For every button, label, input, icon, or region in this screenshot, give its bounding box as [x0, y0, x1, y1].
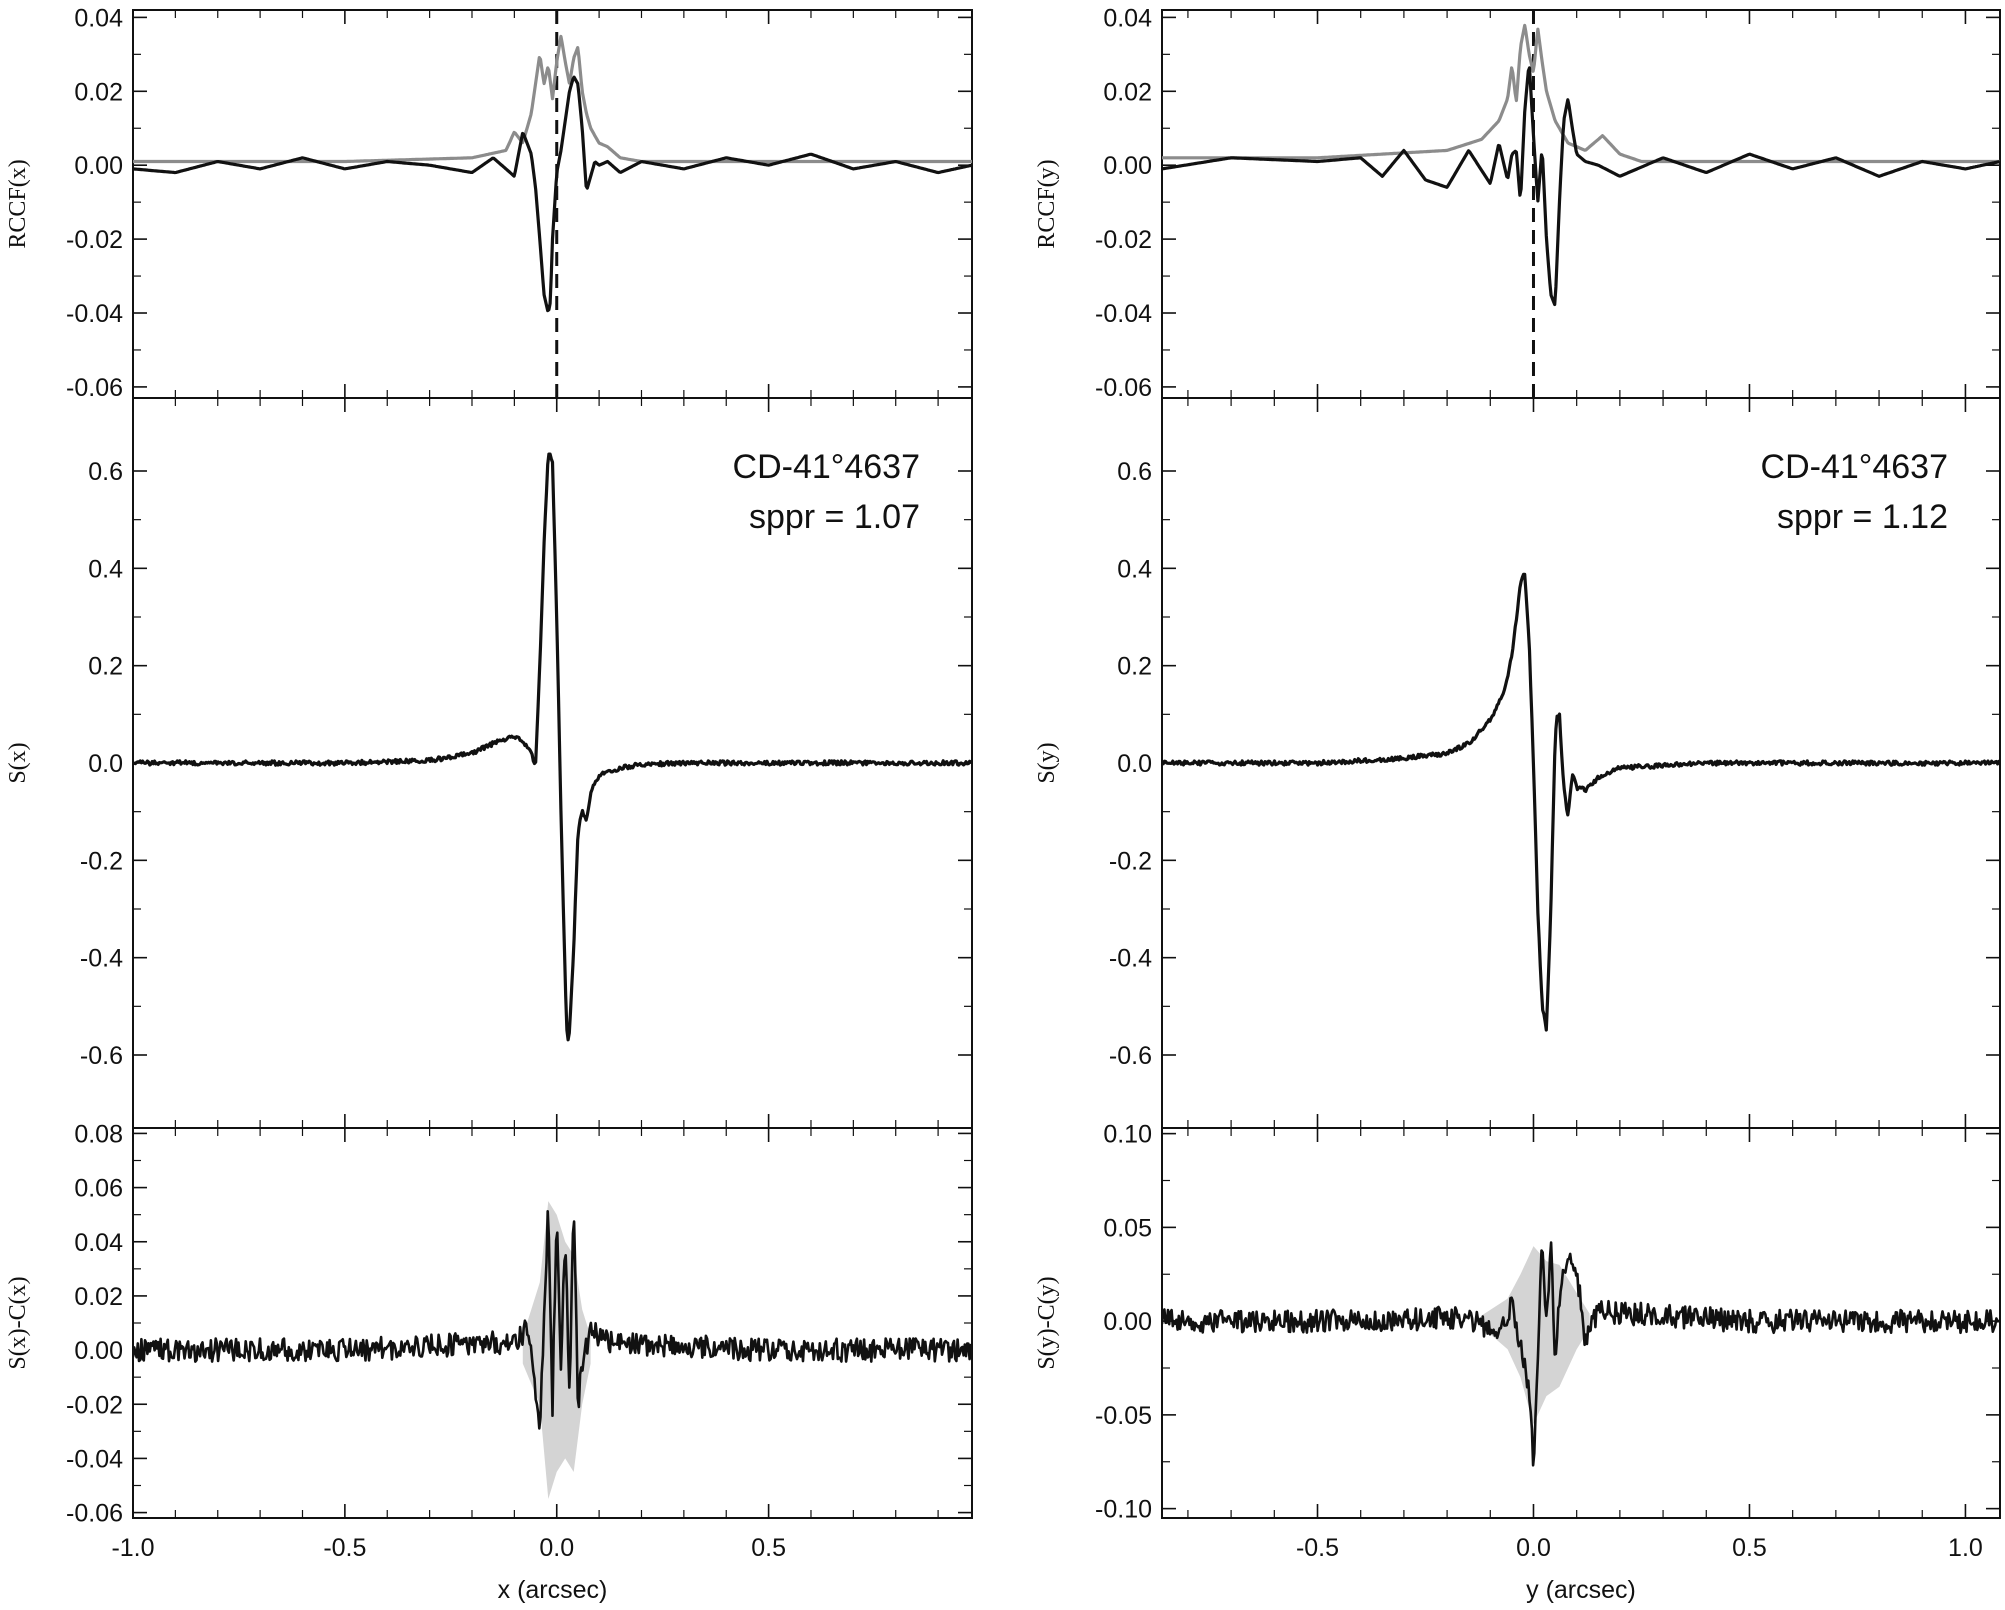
- annotation-line-0: CD-41°4637: [733, 448, 920, 486]
- y-tick-label: -0.05: [1095, 1402, 1152, 1430]
- y-tick-label: 0.02: [74, 1283, 123, 1311]
- y-tick-label: -0.6: [80, 1042, 123, 1070]
- y-tick-label: -0.6: [1109, 1042, 1152, 1070]
- y-tick-label: 0.00: [74, 1337, 123, 1365]
- panel-right-top: 0.04 0.02 0.00 -0.02 -0.04 -0.06 RCCF(y): [1034, 4, 2001, 402]
- y-tick-label: -0.04: [66, 1445, 123, 1473]
- y-tick-label: 0.10: [1103, 1121, 1152, 1149]
- uncertainty-band: [1481, 1246, 1590, 1425]
- x-axis-label: x (arcsec): [498, 1576, 608, 1604]
- y-axis-label: S(y): [1034, 742, 1060, 783]
- series-line-0: [133, 1210, 972, 1430]
- y-tick-label: 0.04: [1103, 4, 1152, 32]
- y-tick-label: 0.0: [88, 750, 123, 778]
- x-tick-label: -0.5: [1296, 1534, 1339, 1562]
- series-line-1: [1162, 66, 2000, 307]
- plot-area: [1162, 10, 2000, 398]
- y-tick-label: 0.04: [74, 4, 123, 32]
- y-tick-label: -0.04: [66, 300, 123, 328]
- plot-area: [133, 10, 972, 398]
- y-tick-label: 0.4: [1117, 555, 1152, 583]
- y-tick-label: 0.06: [74, 1175, 123, 1203]
- annotation-line-0: CD-41°4637: [1761, 448, 1948, 486]
- y-tick-label: 0.2: [88, 653, 123, 681]
- y-tick-label: 0.6: [88, 458, 123, 486]
- y-tick-label: 0.00: [1103, 152, 1152, 180]
- y-tick-label: -0.02: [1095, 226, 1152, 254]
- plot-area: [133, 1201, 972, 1499]
- y-tick-label: 0.02: [1103, 78, 1152, 106]
- x-axis-label: y (arcsec): [1526, 1576, 1636, 1604]
- y-tick-label: -0.06: [66, 1500, 123, 1528]
- y-axis-label: S(y)-C(y): [1034, 1276, 1060, 1369]
- y-tick-label: -0.04: [1095, 300, 1152, 328]
- y-tick-label: -0.06: [66, 374, 123, 402]
- panel-right-bottom: 0.10 0.05 0.00 -0.05 -0.10 -0.5 0.0 0.5 1.0 y (ar…: [1034, 1121, 2001, 1604]
- x-tick-label: -0.5: [323, 1534, 366, 1562]
- plot-area: [1162, 572, 2000, 1032]
- plot-frame: [1161, 9, 2001, 399]
- y-tick-label: 0.00: [74, 152, 123, 180]
- annotation-line-1: sppr = 1.07: [749, 498, 920, 536]
- plot-area: [133, 452, 972, 1042]
- series-line-0: [133, 452, 972, 1042]
- y-tick-label: 0.4: [88, 555, 123, 583]
- panel-left-bottom: 0.08 0.06 0.04 0.02 0.00 -0.02 -0.04 -0.06 -1.0 -…: [5, 1120, 973, 1604]
- y-tick-label: 0.08: [74, 1120, 123, 1148]
- y-axis-label: S(x): [5, 742, 31, 783]
- plot-frame: [132, 9, 973, 399]
- plot-area: [1162, 1241, 2000, 1467]
- y-tick-label: -0.2: [80, 847, 123, 875]
- y-tick-label: 0.2: [1117, 653, 1152, 681]
- y-tick-label: -0.02: [66, 226, 123, 254]
- panel-left-top: 0.04 0.02 0.00 -0.02 -0.04 -0.06 RCCF(x): [5, 4, 973, 402]
- y-tick-label: -0.4: [1109, 945, 1152, 973]
- y-tick-label: -0.4: [80, 945, 123, 973]
- y-tick-label: -0.10: [1095, 1496, 1152, 1524]
- y-axis-label: RCCF(y): [1034, 159, 1060, 248]
- y-tick-label: 0.00: [1103, 1308, 1152, 1336]
- panel-left-middle: 0.6 0.4 0.2 0.0 -0.2 -0.4 -0.6 S(x) CD-41°4637 sp…: [5, 397, 973, 1129]
- x-tick-label: 0.0: [539, 1534, 574, 1562]
- series-line-0: [1162, 23, 2000, 164]
- x-tick-label: 0.5: [751, 1534, 786, 1562]
- series-line-0: [1162, 1241, 2000, 1467]
- y-tick-label: -0.2: [1109, 847, 1152, 875]
- y-axis-label: S(x)-C(x): [5, 1276, 31, 1369]
- annotation-line-1: sppr = 1.12: [1777, 498, 1948, 536]
- x-tick-label: 0.0: [1516, 1534, 1551, 1562]
- uncertainty-band: [522, 1201, 591, 1499]
- series-line-0: [133, 34, 972, 164]
- series-line-0: [1162, 572, 2000, 1032]
- y-tick-label: -0.02: [66, 1391, 123, 1419]
- panel-right-middle: 0.6 0.4 0.2 0.0 -0.2 -0.4 -0.6 S(y) CD-41°4637 sp…: [1034, 397, 2001, 1129]
- x-tick-label: 1.0: [1948, 1534, 1983, 1562]
- y-tick-label: 0.02: [74, 78, 123, 106]
- panels: 0.04 0.02 0.00 -0.02 -0.04 -0.06 RCCF(x) 0.6 0.4…: [5, 4, 2001, 1604]
- y-tick-label: 0.05: [1103, 1214, 1152, 1242]
- y-tick-label: 0.04: [74, 1229, 123, 1257]
- y-axis-label: RCCF(x): [5, 159, 31, 248]
- y-tick-label: -0.06: [1095, 374, 1152, 402]
- y-tick-label: 0.0: [1117, 750, 1152, 778]
- x-tick-label: 0.5: [1732, 1534, 1767, 1562]
- y-tick-label: 0.6: [1117, 458, 1152, 486]
- x-tick-label: -1.0: [111, 1534, 154, 1562]
- series-line-1: [133, 75, 972, 313]
